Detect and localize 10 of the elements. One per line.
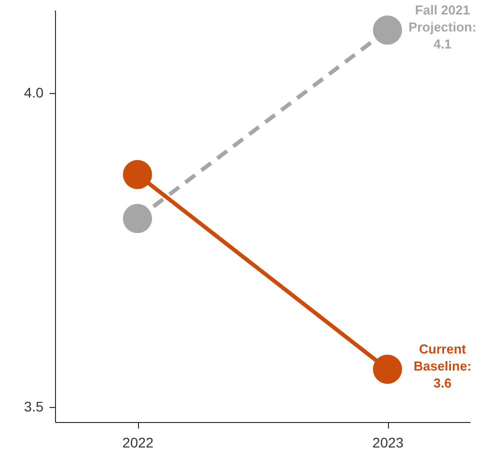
point: [372, 16, 402, 45]
point: [122, 204, 152, 234]
x-tick-label: 2023: [372, 434, 404, 450]
x-tick-label: 2022: [122, 434, 154, 450]
annotation: Fall 2021 Projection: 4.1: [408, 2, 476, 52]
point: [372, 354, 402, 384]
y-tick-label: 4.0: [24, 84, 44, 100]
annotation: Current Baseline: 3.6: [414, 342, 472, 391]
y-tick-label: 3.5: [24, 398, 44, 414]
point: [122, 160, 152, 190]
